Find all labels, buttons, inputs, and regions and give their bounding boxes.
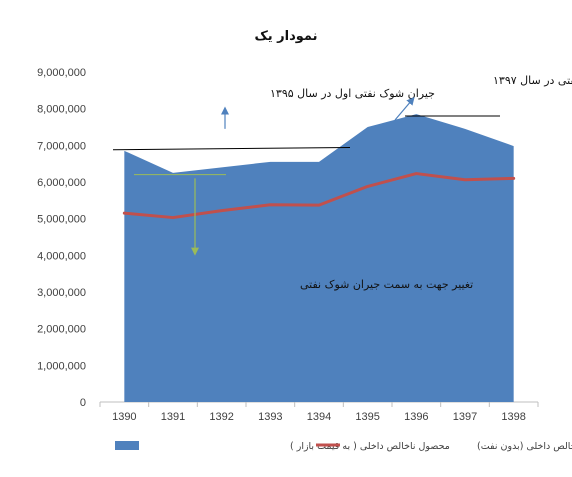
legend-label-area: محصول ناخالص داخلی ( به قیمت بازار ) bbox=[290, 441, 450, 452]
x-tick-label: 1391 bbox=[161, 411, 185, 423]
x-axis: 1390 1391 1392 1393 1394 1395 1396 1397 1398 bbox=[99, 401, 539, 423]
y-tick-label: 0 bbox=[80, 397, 86, 409]
annotation-arrow bbox=[394, 96, 415, 121]
annotation-text: شوک دوم نفتی در سال ۱۳۹۷ bbox=[493, 74, 572, 87]
chart-title: نمودار یک bbox=[254, 29, 317, 44]
y-tick-label: 6,000,000 bbox=[37, 177, 86, 189]
y-tick-label: 9,000,000 bbox=[37, 67, 86, 79]
y-axis: 0 1,000,000 2,000,000 3,000,000 4,000,000 5,0… bbox=[37, 67, 86, 409]
x-tick-label: 1392 bbox=[209, 411, 233, 423]
x-tick-label: 1393 bbox=[258, 411, 282, 423]
x-tick-label: 1397 bbox=[453, 411, 477, 423]
x-tick-label: 1395 bbox=[355, 411, 379, 423]
y-tick-label: 3,000,000 bbox=[37, 287, 86, 299]
y-tick-label: 7,000,000 bbox=[37, 140, 86, 152]
x-tick-label: 1396 bbox=[404, 411, 428, 423]
y-tick-label: 8,000,000 bbox=[37, 104, 86, 116]
annotation-line bbox=[112, 147, 351, 151]
plot-area bbox=[122, 114, 516, 403]
annotations: جیران شوک نفتی اول در سال ۱۳۹۵ شوک دوم نف… bbox=[112, 74, 572, 291]
area-series bbox=[124, 114, 514, 403]
y-tick-label: 2,000,000 bbox=[37, 324, 86, 336]
y-tick-label: 5,000,000 bbox=[37, 214, 86, 226]
legend: محصول ناخالص داخلی ( به قیمت بازار ) محص… bbox=[115, 441, 572, 452]
x-tick-label: 1394 bbox=[307, 411, 331, 423]
x-tick-label: 1390 bbox=[112, 411, 136, 423]
y-tick-label: 4,000,000 bbox=[37, 250, 86, 262]
x-tick-label: 1398 bbox=[501, 411, 525, 423]
line-series bbox=[122, 172, 516, 220]
y-tick-label: 1,000,000 bbox=[37, 360, 86, 372]
annotation-text: تغییر جهت به سمت جیران شوک نفتی bbox=[300, 278, 473, 291]
legend-label-line: محصول ناخالص داخلی (بدون نفت) bbox=[477, 441, 572, 452]
annotation-text: جیران شوک نفتی اول در سال ۱۳۹۵ bbox=[270, 87, 435, 100]
legend-swatch-area bbox=[115, 441, 139, 450]
